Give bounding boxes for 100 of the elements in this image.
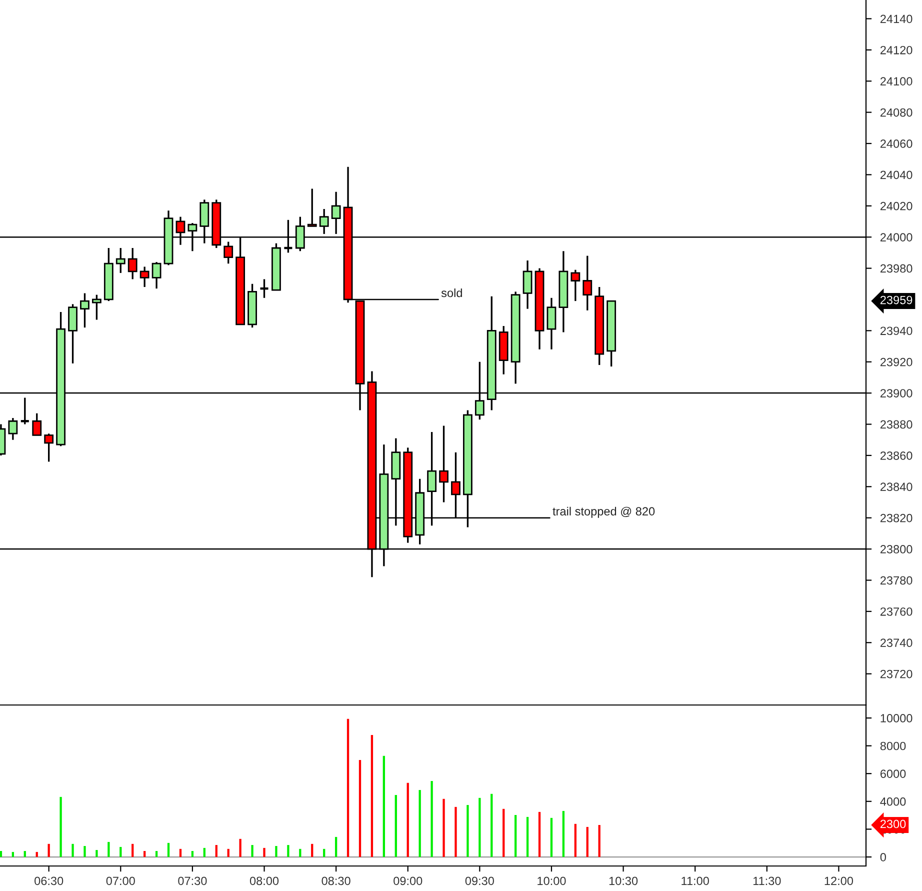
- bar: [0, 850, 2, 857]
- bar: [108, 842, 110, 857]
- x-tick-label: 08:00: [250, 876, 279, 886]
- candlestick: [546, 297, 556, 350]
- candlestick: [259, 278, 270, 299]
- y-tick-label: 4000: [880, 797, 906, 806]
- bar: [132, 844, 134, 857]
- bar: [215, 845, 218, 857]
- bar: [394, 794, 397, 857]
- x-tick-label: 09:00: [394, 876, 422, 886]
- x-tick-label: 12:00: [824, 876, 854, 886]
- x-tick-label: 07:30: [178, 876, 207, 886]
- candlestick: [80, 292, 90, 328]
- bar: [323, 848, 326, 857]
- text: 2300: [880, 820, 906, 828]
- candlestick: [582, 254, 592, 312]
- annotation: trail stopped @ 820: [552, 506, 655, 518]
- bar: [478, 798, 481, 857]
- y-tick-label: 10000: [880, 714, 912, 722]
- x-tick-label: 07:00: [106, 876, 135, 886]
- y-tick-label: 23780: [880, 576, 912, 585]
- y-tick-label: 23820: [880, 514, 912, 522]
- bar: [538, 812, 541, 857]
- bar: [346, 718, 350, 857]
- bar: [299, 848, 302, 857]
- candlestick: [20, 396, 30, 426]
- candlestick: [8, 417, 18, 441]
- candlestick: [68, 303, 78, 364]
- y-tick-label: 24100: [880, 77, 912, 86]
- y-tick-label: 23860: [880, 451, 912, 460]
- bar: [550, 818, 553, 857]
- y-tick-label: 23800: [880, 545, 912, 554]
- bar: [287, 845, 290, 857]
- bar: [311, 844, 314, 857]
- bar: [442, 798, 445, 857]
- bar: [598, 825, 600, 857]
- candlestick: [152, 261, 162, 290]
- x-tick-label: 11:00: [682, 876, 709, 886]
- bar: [586, 826, 588, 857]
- y-tick-label: 0: [880, 853, 886, 862]
- y-tick-label: 24020: [880, 202, 912, 210]
- bar: [203, 848, 206, 857]
- candlestick: [116, 247, 126, 274]
- bar: [96, 850, 98, 857]
- annotation: sold: [441, 288, 462, 298]
- bar: [490, 794, 493, 857]
- bar: [466, 804, 469, 857]
- bar: [167, 842, 170, 857]
- bar: [334, 836, 338, 857]
- bar: [36, 852, 38, 857]
- x-tick-label: 10:00: [538, 876, 566, 886]
- x-tick-label: 08:30: [322, 876, 350, 886]
- bar: [120, 846, 122, 857]
- bar: [275, 846, 278, 857]
- bar: [382, 756, 386, 857]
- x-tick-label: 11:30: [753, 876, 781, 886]
- bar: [514, 814, 517, 857]
- y-tick-label: 24000: [880, 233, 912, 242]
- x-tick-label: 10:30: [609, 876, 638, 886]
- candlestick: [439, 424, 448, 504]
- y-tick-label: 8000: [880, 742, 906, 750]
- candlestick: [92, 294, 102, 321]
- bar: [179, 848, 182, 857]
- y-tick-label: 24080: [880, 108, 912, 117]
- bar: [406, 782, 409, 857]
- y-tick-label: 24140: [880, 14, 912, 24]
- bar: [60, 796, 62, 857]
- y-tick-label: 24040: [880, 170, 912, 180]
- y-tick-label: 23840: [880, 482, 912, 492]
- y-tick-label: 24120: [880, 46, 912, 54]
- y-tick-label: 23740: [880, 638, 912, 648]
- candlestick: [140, 266, 150, 288]
- bar: [251, 845, 254, 857]
- y-tick-label: 23920: [880, 358, 912, 366]
- y-tick-label: 23880: [880, 420, 912, 429]
- bar: [430, 780, 433, 857]
- bar: [72, 844, 74, 857]
- y-tick-label: 23760: [880, 607, 912, 616]
- bar: [562, 810, 565, 857]
- y-tick-label: 23720: [880, 670, 912, 678]
- bar: [454, 806, 457, 857]
- x-tick-label: 06:30: [34, 876, 64, 886]
- candlestick: [307, 188, 317, 227]
- bar: [526, 816, 529, 857]
- bar: [370, 734, 374, 857]
- bar: [239, 838, 242, 857]
- bar: [191, 850, 194, 857]
- y-tick-label: 23900: [880, 389, 912, 398]
- bar: [84, 846, 86, 857]
- x-tick-label: 09:30: [465, 876, 494, 886]
- y-tick-label: 23980: [880, 264, 912, 273]
- y-tick-label: 6000: [880, 770, 906, 778]
- candlestick: [224, 240, 234, 264]
- bar: [227, 848, 230, 857]
- bar: [263, 848, 266, 857]
- bar: [358, 760, 362, 857]
- bar: [48, 844, 50, 857]
- y-tick-label: 23940: [880, 326, 912, 336]
- bar: [502, 808, 505, 857]
- candlestick: [570, 269, 580, 302]
